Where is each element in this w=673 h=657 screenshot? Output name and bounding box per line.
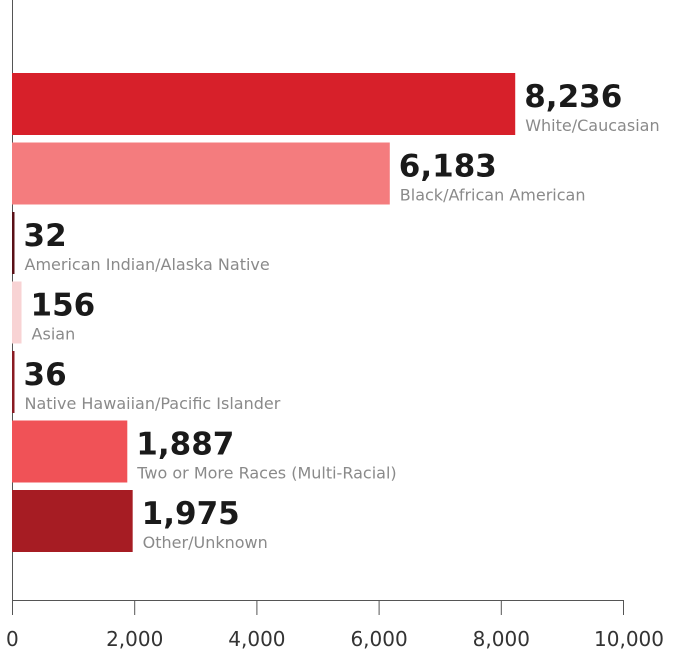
bar: [12, 142, 390, 205]
bar-category-label: Black/African American: [400, 186, 586, 205]
bar-value-label: 6,183: [399, 149, 497, 185]
bar: [12, 281, 22, 344]
bar: [12, 420, 128, 483]
bar-value-label: 1,887: [136, 427, 234, 463]
bar-value-label: 36: [24, 357, 67, 393]
x-tick-label: 10,000: [594, 627, 664, 651]
x-tick-label: 6,000: [350, 627, 407, 651]
bar: [12, 351, 15, 413]
bar: [12, 490, 133, 552]
x-ticks-group: 0 2,000 4,000 6,000 8,000 10,000: [6, 600, 664, 651]
bar-category-label: Asian: [32, 325, 76, 344]
bar-category-label: White/Caucasian: [525, 116, 659, 135]
bar-value-label: 156: [31, 288, 96, 324]
bar-value-label: 8,236: [524, 79, 622, 115]
bar-value-label: 1,975: [142, 496, 240, 532]
bar-category-label: Other/Unknown: [143, 533, 268, 552]
bar: [12, 212, 15, 274]
bar-category-label: Native Hawaiian/Pacific Islander: [25, 394, 281, 413]
x-tick-label: 4,000: [228, 627, 285, 651]
bar: [12, 73, 516, 135]
bar-category-label: American Indian/Alaska Native: [25, 255, 270, 274]
x-tick-label: 0: [6, 627, 19, 651]
bar-category-label: Two or More Races (Multi-Racial): [136, 464, 396, 483]
bar-value-label: 32: [24, 218, 67, 254]
x-tick-label: 8,000: [473, 627, 530, 651]
x-tick-label: 2,000: [106, 627, 163, 651]
